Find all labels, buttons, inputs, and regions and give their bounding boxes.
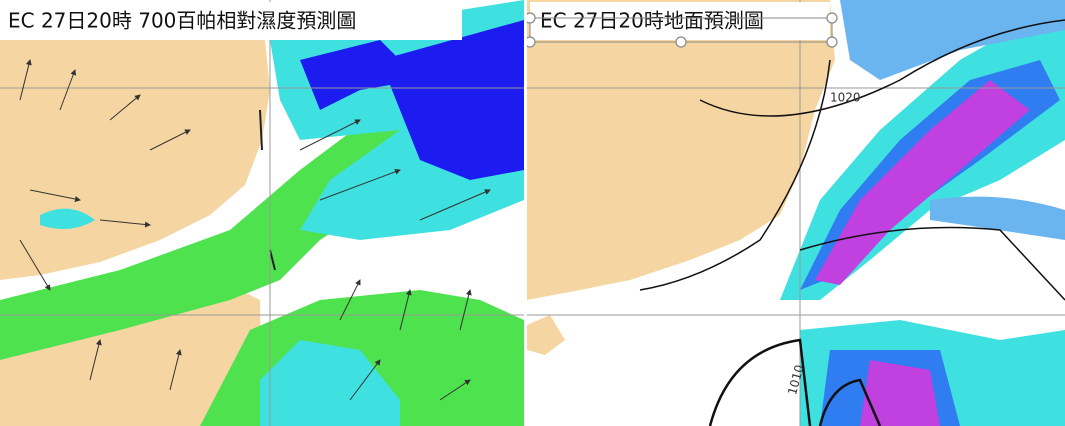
handle[interactable] (826, 36, 838, 48)
divider (524, 0, 527, 426)
panel-title: EC 27日20時 700百帕相對濕度預測圖 (8, 9, 356, 33)
handle[interactable] (675, 36, 687, 48)
title-box (0, 2, 462, 40)
panel-title[interactable]: EC 27日20時地面預測圖 (540, 9, 764, 33)
selection-handles[interactable] (524, 12, 838, 48)
title-box (530, 2, 830, 40)
surface-map: 1020 1010 (527, 0, 1065, 426)
isobar-label: 1020 (830, 91, 861, 105)
humidity-map (0, 0, 524, 426)
handle[interactable] (826, 12, 838, 24)
